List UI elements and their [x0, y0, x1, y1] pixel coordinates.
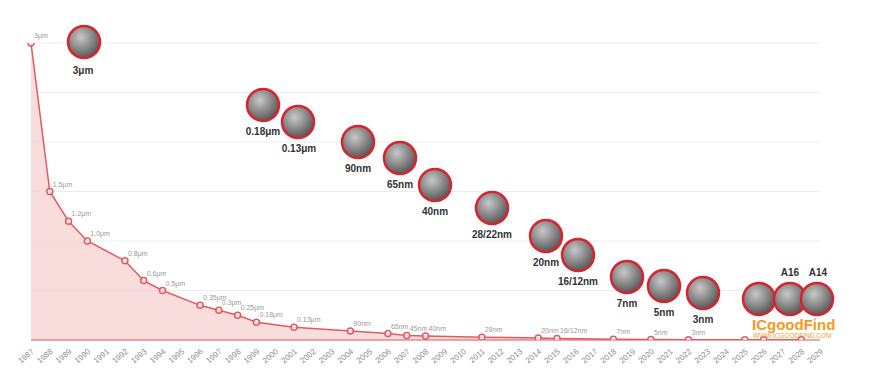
svg-text:40nm: 40nm — [429, 325, 447, 332]
svg-text:1987: 1987 — [17, 347, 37, 366]
svg-text:0.13μm: 0.13μm — [297, 316, 321, 324]
svg-text:65nm: 65nm — [391, 323, 409, 330]
svg-text:0.13μm: 0.13μm — [282, 143, 317, 154]
svg-text:90nm: 90nm — [353, 320, 371, 327]
svg-text:2016: 2016 — [561, 347, 581, 366]
svg-text:2000: 2000 — [261, 347, 281, 366]
svg-text:2012: 2012 — [486, 347, 506, 366]
svg-text:0.35μm: 0.35μm — [203, 294, 227, 302]
svg-text:2022: 2022 — [674, 347, 694, 366]
svg-text:2006: 2006 — [373, 347, 393, 366]
svg-text:20nm: 20nm — [541, 327, 559, 334]
svg-text:2003: 2003 — [317, 347, 337, 366]
svg-text:28nm: 28nm — [485, 326, 503, 333]
svg-text:2023: 2023 — [693, 347, 713, 366]
svg-text:2019: 2019 — [618, 347, 638, 366]
svg-text:2027: 2027 — [768, 347, 788, 366]
svg-text:1993: 1993 — [129, 347, 149, 366]
svg-text:5nm: 5nm — [654, 307, 675, 318]
svg-text:0.3μm: 0.3μm — [222, 299, 242, 307]
svg-text:3nm: 3nm — [692, 329, 706, 336]
svg-text:2001: 2001 — [280, 347, 300, 366]
svg-text:2005: 2005 — [355, 347, 375, 366]
svg-text:1989: 1989 — [54, 347, 74, 366]
svg-text:1992: 1992 — [110, 347, 130, 366]
svg-text:2018: 2018 — [599, 347, 619, 366]
svg-text:1994: 1994 — [148, 347, 168, 366]
svg-text:2026: 2026 — [749, 347, 769, 366]
svg-text:ICgoodFind: ICgoodFind — [752, 316, 835, 333]
svg-text:2004: 2004 — [336, 347, 356, 366]
svg-text:1990: 1990 — [73, 347, 93, 366]
svg-text:WWW.ICGOODFIND.COM: WWW.ICGOODFIND.COM — [753, 332, 831, 339]
svg-text:2025: 2025 — [730, 347, 750, 366]
svg-text:2008: 2008 — [411, 347, 431, 366]
svg-text:40nm: 40nm — [422, 206, 448, 217]
svg-text:7nm: 7nm — [617, 298, 638, 309]
svg-text:2028: 2028 — [787, 347, 807, 366]
svg-text:2029: 2029 — [806, 347, 826, 366]
svg-text:20nm: 20nm — [533, 257, 559, 268]
svg-text:7nm: 7nm — [616, 328, 630, 335]
svg-text:16/12nm: 16/12nm — [560, 327, 587, 334]
svg-text:5nm: 5nm — [654, 329, 668, 336]
svg-text:2021: 2021 — [655, 347, 675, 366]
svg-text:2017: 2017 — [580, 347, 600, 366]
svg-text:1.5μm: 1.5μm — [53, 181, 73, 189]
svg-text:2014: 2014 — [524, 347, 544, 366]
svg-text:45nm: 45nm — [410, 325, 428, 332]
svg-text:16/12nm: 16/12nm — [558, 276, 598, 287]
svg-text:3nm: 3nm — [693, 314, 714, 325]
svg-text:2013: 2013 — [505, 347, 525, 366]
svg-text:A14: A14 — [809, 267, 828, 278]
svg-text:65nm: 65nm — [387, 179, 413, 190]
svg-text:1996: 1996 — [186, 347, 206, 366]
svg-text:1998: 1998 — [223, 347, 243, 366]
svg-text:0.8μm: 0.8μm — [128, 250, 148, 258]
svg-text:2011: 2011 — [468, 347, 487, 365]
svg-text:1991: 1991 — [92, 347, 112, 366]
svg-text:1995: 1995 — [167, 347, 187, 366]
svg-text:2010: 2010 — [449, 347, 469, 366]
svg-text:0.5μm: 0.5μm — [166, 280, 186, 288]
svg-text:2020: 2020 — [636, 347, 656, 366]
svg-text:90nm: 90nm — [345, 163, 371, 174]
svg-text:2015: 2015 — [543, 347, 563, 366]
svg-text:2009: 2009 — [430, 347, 450, 366]
svg-text:2007: 2007 — [392, 347, 412, 366]
svg-text:1988: 1988 — [35, 347, 55, 366]
svg-text:2024: 2024 — [712, 347, 732, 366]
svg-text:0.25μm: 0.25μm — [240, 304, 265, 312]
svg-text:A16: A16 — [781, 267, 800, 278]
svg-text:3μm: 3μm — [73, 65, 94, 76]
svg-text:0.18μm: 0.18μm — [259, 311, 283, 319]
svg-text:1.0μm: 1.0μm — [90, 230, 110, 238]
svg-text:0.6μm: 0.6μm — [147, 270, 167, 278]
svg-text:3μm: 3μm — [34, 32, 48, 40]
svg-text:1.2μm: 1.2μm — [72, 210, 92, 218]
svg-text:28/22nm: 28/22nm — [472, 229, 512, 240]
svg-text:1999: 1999 — [242, 347, 262, 366]
svg-text:0.18μm: 0.18μm — [246, 126, 281, 137]
svg-text:1997: 1997 — [204, 347, 224, 366]
svg-text:2002: 2002 — [298, 347, 318, 366]
